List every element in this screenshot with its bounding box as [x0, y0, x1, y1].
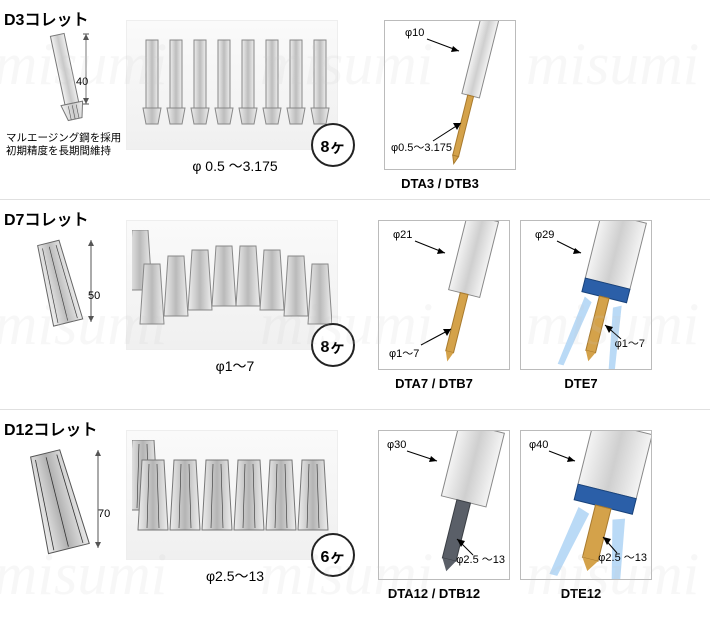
drill-model-d7-1: DTA7 / DTB7: [358, 376, 510, 391]
drill-photo-d3-1: φ10 φ0.5～3.175: [384, 20, 516, 170]
range-d12: φ2.5～13: [126, 566, 344, 586]
note-line: 初期精度を長期間維持: [6, 145, 111, 157]
collet-length-d3: 40: [76, 76, 88, 88]
row-d3: D3コレット 40 マルエージング鋼を採用 初期精度を長期間維持: [0, 0, 710, 200]
collet-group-d12: 6ヶ: [126, 430, 338, 560]
note-line: マルエージング鋼を採用: [6, 132, 121, 144]
drill-model-d12-1: DTA12 / DTB12: [358, 586, 510, 601]
range-d3: φ 0.5 ～3.175: [126, 156, 344, 176]
drill-top-dim-d7-1: φ21: [393, 229, 412, 241]
collet-note-d3: マルエージング鋼を採用 初期精度を長期間維持: [6, 132, 126, 158]
drill-bottom-dim-d12-1: φ2.5 ～13: [456, 551, 505, 567]
row-d12: D12コレット 70 6ヶ φ2.5～13: [0, 410, 710, 630]
range-d7: φ1～7: [126, 356, 344, 376]
drill-photo-d7-1: φ21 φ1～7: [378, 220, 510, 370]
drill-model-d3: DTA3 / DTB3: [364, 176, 516, 191]
drill-bottom-dim-d3: φ0.5～3.175: [391, 139, 452, 155]
drill-bottom-dim-d12-2: φ2.5 ～13: [598, 549, 647, 565]
count-badge-d12: 6ヶ: [311, 533, 355, 577]
drill-top-dim-d7-2: φ29: [535, 229, 554, 241]
collet-illustration-d3: 40 マルエージング鋼を採用 初期精度を長期間維持: [6, 26, 126, 158]
collet-length-d7: 50: [88, 290, 100, 302]
count-badge-d3: 8ヶ: [311, 123, 355, 167]
drill-top-dim-d12-2: φ40: [529, 439, 548, 451]
collet-group-d7: 8ヶ: [126, 220, 338, 350]
collet-illustration-d7: 50: [6, 234, 126, 344]
drill-photo-d12-2: φ40 φ2.5 ～13: [520, 430, 652, 580]
drill-photo-d7-2: φ29 φ1～7: [520, 220, 652, 370]
drill-top-dim-d3: φ10: [405, 27, 424, 39]
collet-illustration-d12: 70: [6, 444, 126, 572]
collet-length-d12: 70: [98, 508, 110, 520]
collet-group-d3: 8ヶ: [126, 20, 338, 150]
count-badge-d7: 8ヶ: [311, 323, 355, 367]
row-title-d7: D7コレット: [4, 206, 88, 230]
drill-model-d7-2: DTE7: [510, 376, 652, 391]
drill-photo-d12-1: φ30 φ2.5 ～13: [378, 430, 510, 580]
drill-top-dim-d12-1: φ30: [387, 439, 406, 451]
row-title-d12: D12コレット: [4, 416, 97, 440]
row-d7: D7コレット 50 8ヶ φ1～7: [0, 200, 710, 410]
drill-bottom-dim-d7-2: φ1～7: [615, 335, 645, 351]
drill-model-d12-2: DTE12: [510, 586, 652, 601]
drill-bottom-dim-d7-1: φ1～7: [389, 345, 419, 361]
